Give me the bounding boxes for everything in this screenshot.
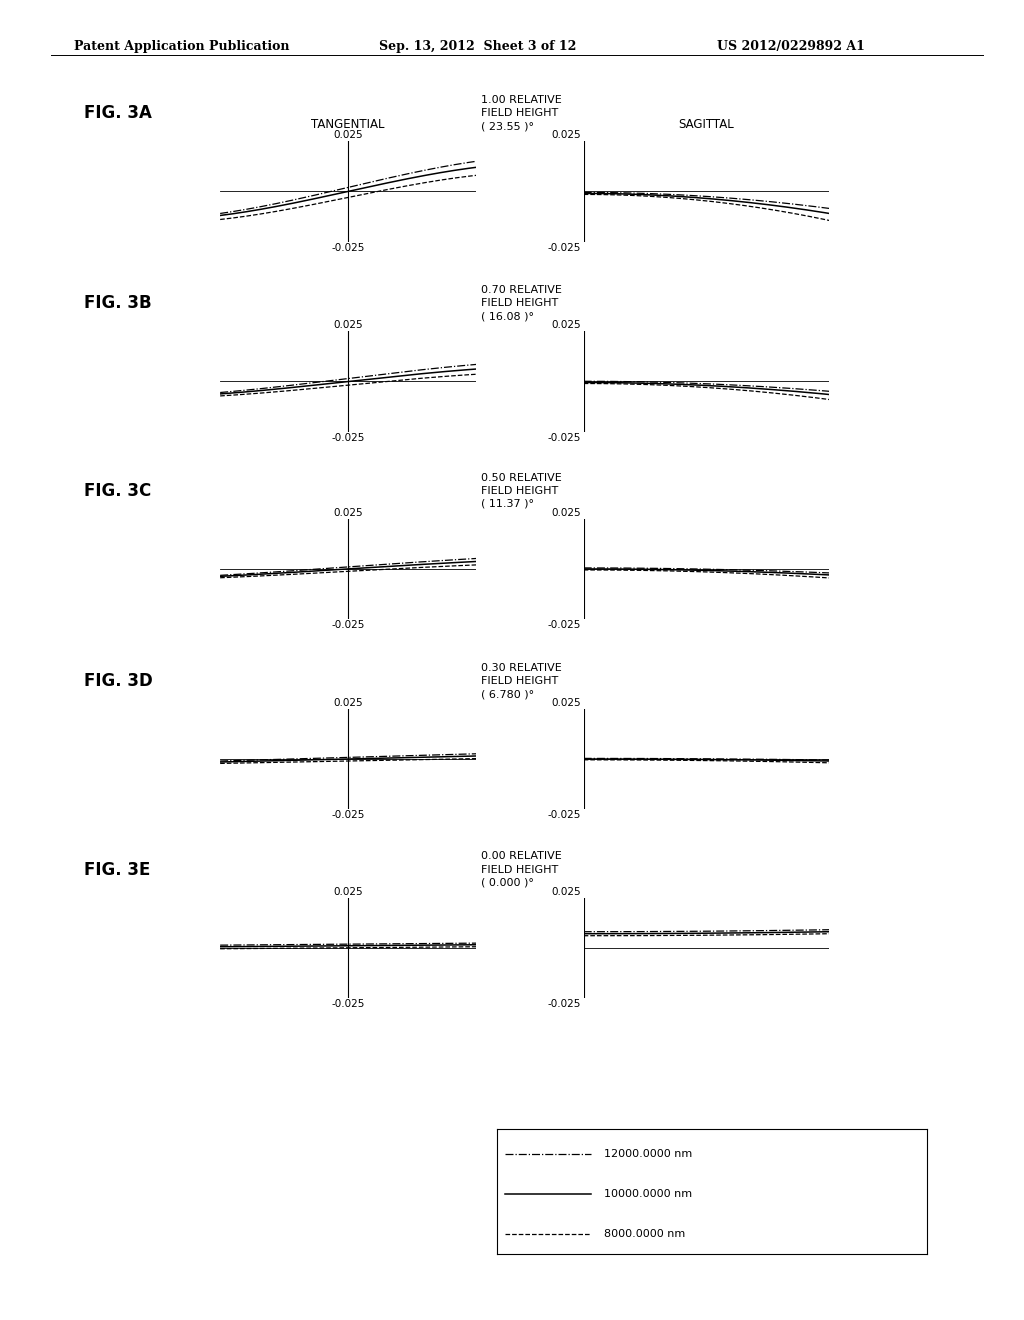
Text: TANGENTIAL: TANGENTIAL xyxy=(311,119,385,131)
Text: 10000.0000 nm: 10000.0000 nm xyxy=(604,1189,692,1199)
Text: 0.025: 0.025 xyxy=(552,887,582,896)
Text: FIG. 3D: FIG. 3D xyxy=(84,672,153,690)
Text: 8000.0000 nm: 8000.0000 nm xyxy=(604,1229,685,1239)
Text: 0.025: 0.025 xyxy=(552,131,582,140)
Text: 0.025: 0.025 xyxy=(552,508,582,517)
Text: -0.025: -0.025 xyxy=(548,810,582,820)
Text: FIG. 3B: FIG. 3B xyxy=(84,294,152,313)
Text: US 2012/0229892 A1: US 2012/0229892 A1 xyxy=(717,40,864,53)
Text: 0.025: 0.025 xyxy=(334,698,364,708)
Text: SAGITTAL: SAGITTAL xyxy=(679,119,734,131)
Text: 0.025: 0.025 xyxy=(552,321,582,330)
Text: 1.00 RELATIVE
FIELD HEIGHT
( 23.55 )°: 1.00 RELATIVE FIELD HEIGHT ( 23.55 )° xyxy=(481,95,562,132)
Text: 0.025: 0.025 xyxy=(334,321,364,330)
Text: Sep. 13, 2012  Sheet 3 of 12: Sep. 13, 2012 Sheet 3 of 12 xyxy=(379,40,577,53)
Text: Patent Application Publication: Patent Application Publication xyxy=(74,40,289,53)
Text: -0.025: -0.025 xyxy=(548,243,582,252)
Text: 0.025: 0.025 xyxy=(552,698,582,708)
Text: FIG. 3C: FIG. 3C xyxy=(84,482,152,500)
Text: -0.025: -0.025 xyxy=(332,999,366,1008)
Text: 0.00 RELATIVE
FIELD HEIGHT
( 0.000 )°: 0.00 RELATIVE FIELD HEIGHT ( 0.000 )° xyxy=(481,851,562,888)
Text: -0.025: -0.025 xyxy=(332,810,366,820)
Text: 0.70 RELATIVE
FIELD HEIGHT
( 16.08 )°: 0.70 RELATIVE FIELD HEIGHT ( 16.08 )° xyxy=(481,285,562,322)
Text: -0.025: -0.025 xyxy=(332,620,366,630)
Text: 0.025: 0.025 xyxy=(334,887,364,896)
Text: -0.025: -0.025 xyxy=(548,620,582,630)
Text: 0.025: 0.025 xyxy=(334,131,364,140)
Text: -0.025: -0.025 xyxy=(548,433,582,442)
Text: 0.50 RELATIVE
FIELD HEIGHT
( 11.37 )°: 0.50 RELATIVE FIELD HEIGHT ( 11.37 )° xyxy=(481,473,562,510)
Text: 12000.0000 nm: 12000.0000 nm xyxy=(604,1148,692,1159)
Text: FIG. 3E: FIG. 3E xyxy=(84,861,151,879)
Text: -0.025: -0.025 xyxy=(548,999,582,1008)
Text: FIG. 3A: FIG. 3A xyxy=(84,104,152,123)
Text: 0.30 RELATIVE
FIELD HEIGHT
( 6.780 )°: 0.30 RELATIVE FIELD HEIGHT ( 6.780 )° xyxy=(481,663,562,700)
Text: 0.025: 0.025 xyxy=(334,508,364,517)
Text: -0.025: -0.025 xyxy=(332,243,366,252)
Text: -0.025: -0.025 xyxy=(332,433,366,442)
